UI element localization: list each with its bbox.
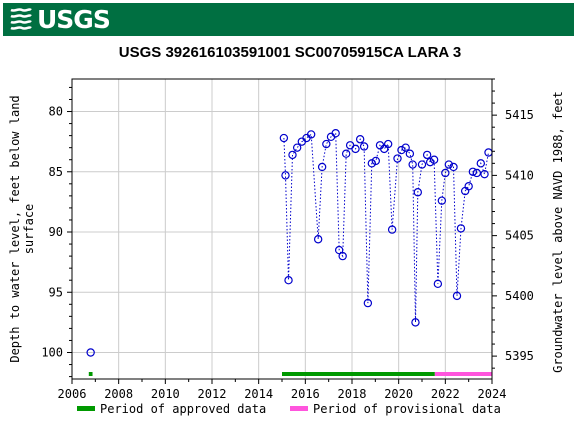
data-point xyxy=(338,251,347,261)
x-tick-label: 2020 xyxy=(384,387,413,401)
data-point xyxy=(306,130,316,139)
data-point xyxy=(281,171,290,180)
data-point xyxy=(437,196,447,205)
x-tick-label: 2016 xyxy=(291,387,320,401)
data-point xyxy=(331,129,340,138)
data-series xyxy=(86,129,493,357)
data-point xyxy=(292,143,302,152)
data-point xyxy=(86,348,95,357)
y-right-axis-title: Groundwater level above NAVD 1988, feet xyxy=(551,91,565,373)
data-point xyxy=(449,162,458,172)
data-point xyxy=(417,160,427,169)
data-point xyxy=(317,162,327,172)
x-tick-label: 2006 xyxy=(58,387,87,401)
chart-title: USGS 392616103591001 SC00705915CA LARA 3 xyxy=(118,44,462,61)
data-point xyxy=(452,291,462,301)
data-period-bars xyxy=(88,372,492,376)
data-point xyxy=(476,159,485,168)
y-right-tick-label: 5415 xyxy=(505,108,534,122)
data-point xyxy=(464,182,473,191)
usgs-logo-text: USGS xyxy=(37,5,111,34)
legend-approved-swatch xyxy=(77,406,95,411)
usgs-banner: USGS xyxy=(3,3,574,36)
data-point xyxy=(397,145,406,155)
y-left-tick-label: 80 xyxy=(49,105,63,119)
x-tick-label: 2010 xyxy=(151,387,180,401)
data-point xyxy=(472,168,482,178)
approved-period-bar xyxy=(282,372,435,376)
data-point xyxy=(422,150,432,160)
data-point xyxy=(441,168,450,178)
approved-period-bar xyxy=(88,372,93,376)
data-point xyxy=(387,225,397,234)
data-point xyxy=(405,149,415,158)
y-left-axis-title: Depth to water level, feet below land xyxy=(8,95,22,362)
data-point xyxy=(363,298,373,308)
axis-labels: 2006 2008 2010 2012 2014 2016 2018 2020 2022 2024… xyxy=(8,91,565,401)
data-point xyxy=(383,139,393,149)
data-point xyxy=(288,150,297,160)
x-tick-label: 2012 xyxy=(198,387,227,401)
data-point xyxy=(408,160,417,169)
data-point xyxy=(413,188,422,197)
data-point xyxy=(393,154,402,163)
data-point xyxy=(444,160,454,169)
data-point xyxy=(351,144,360,154)
data-point xyxy=(279,133,289,143)
y-left-axis-title-line2: surface xyxy=(22,204,36,255)
data-point xyxy=(284,276,293,285)
data-point xyxy=(371,156,380,166)
data-point xyxy=(359,142,369,151)
y-right-tick-label: 5405 xyxy=(505,229,534,243)
data-point xyxy=(313,235,323,244)
y-right-tick-label: 5410 xyxy=(505,168,534,182)
data-point xyxy=(433,279,443,289)
data-point xyxy=(355,135,365,144)
x-tick-label: 2014 xyxy=(244,387,273,401)
data-point xyxy=(322,139,331,149)
legend-approved-label: Period of approved data xyxy=(100,402,266,416)
y-right-tick-label: 5400 xyxy=(505,289,534,303)
y-left-tick-label: 90 xyxy=(49,225,63,239)
y-right-tick-label: 5395 xyxy=(505,349,534,363)
legend-provisional-swatch xyxy=(290,406,308,411)
data-point xyxy=(334,245,344,255)
data-point xyxy=(456,224,466,233)
data-point xyxy=(401,143,410,152)
x-tick-label: 2018 xyxy=(338,387,367,401)
provisional-period-bar xyxy=(434,372,492,376)
y-left-tick-label: 85 xyxy=(49,165,63,179)
x-tick-label: 2008 xyxy=(104,387,133,401)
grid-lines xyxy=(71,79,493,379)
legend: Period of approved data Period of provisi… xyxy=(77,402,501,416)
data-point xyxy=(302,133,311,143)
axis-ticks xyxy=(67,78,497,384)
usgs-wave-logo-icon xyxy=(10,8,32,30)
x-tick-label: 2022 xyxy=(431,387,460,401)
data-point xyxy=(429,155,439,164)
plot-frame xyxy=(71,78,493,380)
legend-provisional-label: Period of provisional data xyxy=(313,402,501,416)
data-point xyxy=(480,169,489,179)
y-left-tick-label: 100 xyxy=(41,345,63,359)
data-point xyxy=(411,318,420,327)
x-tick-label: 2024 xyxy=(478,387,507,401)
y-left-tick-label: 95 xyxy=(49,285,63,299)
data-point xyxy=(468,167,478,176)
data-point xyxy=(341,149,351,158)
